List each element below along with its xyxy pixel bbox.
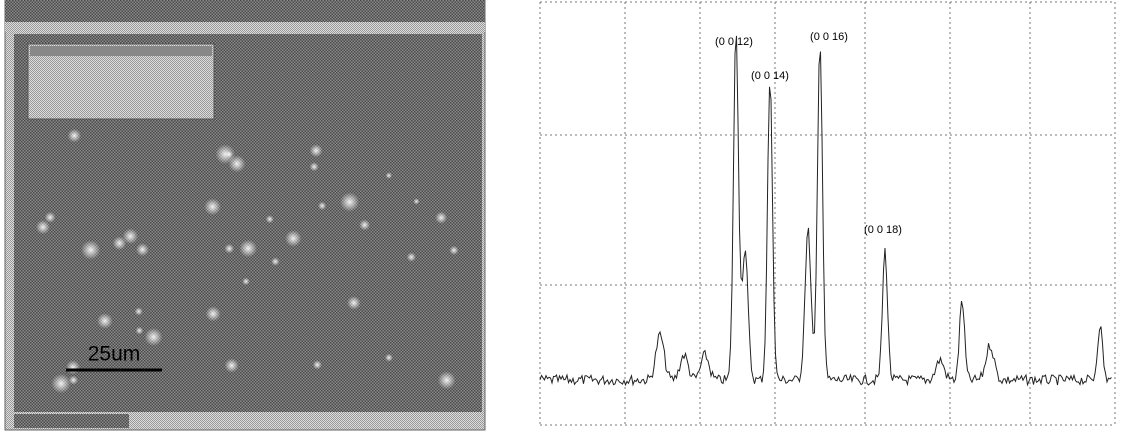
spot (339, 192, 360, 212)
spot (239, 239, 258, 258)
info-panel (27, 43, 215, 120)
menu-bar (5, 22, 485, 32)
spot (67, 128, 82, 143)
spot (112, 236, 127, 251)
spot (135, 326, 144, 335)
spot (271, 257, 280, 266)
spot (224, 358, 239, 373)
spot (359, 219, 371, 231)
spot (35, 220, 51, 235)
peak-label: (0 0 14) (751, 70, 789, 82)
diffraction-plot: (0 0 12) (0 0 14) (0 0 16) (0 0 18) (539, 1, 1116, 426)
spot (312, 360, 322, 370)
spot (437, 371, 456, 390)
scale-bar-label: 25um (88, 343, 141, 366)
spot (135, 243, 150, 257)
spot (51, 373, 71, 394)
grid (539, 1, 1116, 426)
spot (81, 240, 101, 260)
status-bar (14, 414, 129, 428)
spot (144, 327, 163, 347)
spot (265, 215, 274, 224)
micrograph-window: 25um (4, 0, 486, 431)
spot (347, 295, 361, 310)
title-bar (5, 0, 485, 22)
spot (134, 307, 143, 316)
spot (205, 306, 221, 322)
spot (317, 201, 327, 211)
peak-label: (0 0 12) (715, 36, 753, 48)
peak-label: (0 0 18) (864, 224, 902, 236)
spot (122, 228, 139, 245)
spot (68, 375, 79, 385)
spot (96, 313, 113, 329)
spot (406, 252, 416, 262)
spot (413, 198, 420, 205)
info-panel-header (30, 46, 212, 56)
spot (204, 198, 222, 216)
spot (224, 243, 235, 254)
spot (309, 144, 323, 158)
spot (385, 172, 393, 179)
spot (384, 353, 393, 362)
bright-spots (35, 128, 459, 394)
spot (435, 211, 448, 224)
spot (44, 211, 56, 223)
spot (242, 277, 250, 286)
spot (284, 230, 302, 247)
spot (449, 245, 459, 255)
peak-label: (0 0 16) (810, 31, 848, 43)
pattern-curve (539, 35, 1112, 387)
spot (309, 162, 319, 172)
spot (228, 155, 246, 173)
spot (65, 360, 81, 375)
